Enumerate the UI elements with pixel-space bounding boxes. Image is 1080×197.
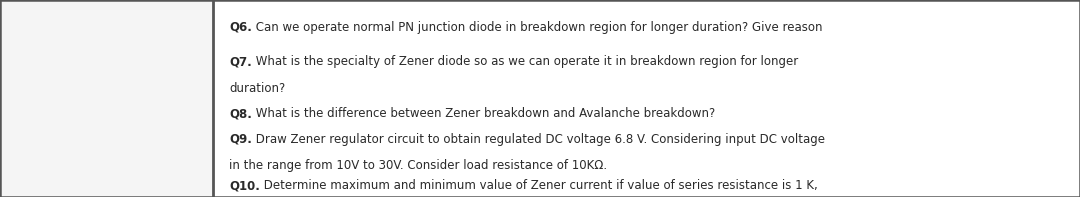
Text: Determine maximum and minimum value of Zener current if value of series resistan: Determine maximum and minimum value of Z… xyxy=(260,179,818,192)
Text: Q10.: Q10. xyxy=(229,179,260,192)
Text: duration?: duration? xyxy=(229,82,285,95)
Text: Draw Zener regulator circuit to obtain regulated DC voltage 6.8 V. Considering i: Draw Zener regulator circuit to obtain r… xyxy=(252,133,825,146)
Text: Can we operate normal PN junction diode in breakdown region for longer duration?: Can we operate normal PN junction diode … xyxy=(252,21,822,34)
Text: Q7.: Q7. xyxy=(229,55,252,68)
Text: Q6.: Q6. xyxy=(229,21,252,34)
Text: What is the difference between Zener breakdown and Avalanche breakdown?: What is the difference between Zener bre… xyxy=(252,107,715,120)
Bar xyxy=(0,0,213,197)
Text: Q8.: Q8. xyxy=(229,107,252,120)
Text: in the range from 10V to 30V. Consider load resistance of 10KΩ.: in the range from 10V to 30V. Consider l… xyxy=(229,159,607,172)
Text: What is the specialty of Zener diode so as we can operate it in breakdown region: What is the specialty of Zener diode so … xyxy=(252,55,798,68)
Bar xyxy=(213,0,1080,197)
Text: Q9.: Q9. xyxy=(229,133,252,146)
